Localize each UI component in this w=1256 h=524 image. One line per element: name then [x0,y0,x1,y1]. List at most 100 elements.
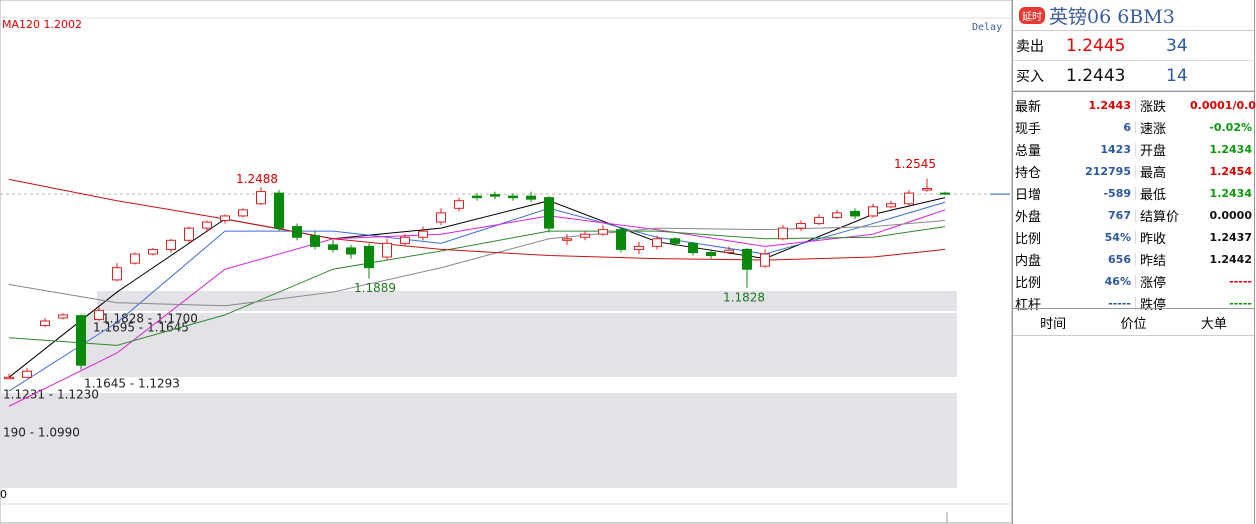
candle-body [40,320,50,327]
candle-body [670,238,680,244]
candle-body [634,245,644,250]
quote-label: 现手 [1015,121,1042,137]
quote-row: 持仓 212795 最高 1.2454 [1013,160,1254,182]
quote-label: 结算价 [1140,209,1180,225]
candle-body [688,242,698,253]
quote-value: 1.2454 [1209,164,1252,178]
candle-body [238,209,248,217]
candle-body [526,195,536,200]
candle-body [94,309,104,320]
candle-body [562,238,572,241]
quote-label: 开盘 [1140,143,1167,159]
quote-label: 涨停 [1140,275,1167,291]
candle-body [472,195,482,199]
quote-label: 最低 [1140,187,1167,203]
chart: MA120 1.2002 Delay 0 1.1828 - 1.17001.16… [0,0,1012,524]
ma-legend: MA120 1.2002 [2,18,82,31]
quote-label: 日增 [1015,187,1042,203]
col-header: 价位 [1120,316,1147,332]
corner-label: 0 [0,488,7,501]
quote-label: 最高 [1140,165,1167,181]
quote-value: 1.2443 [1063,98,1136,112]
candle-body [940,192,950,195]
quote-row: 现手 6 速涨 -0.02% [1013,116,1254,138]
candle-body [868,206,878,217]
quote-row: 总量 1423 开盘 1.2434 [1013,138,1254,160]
quote-value: ----- [1229,274,1252,288]
quote-label: 持仓 [1015,165,1042,181]
panel-title: 延时 英镑06 6BM3 [1013,0,1254,31]
candle-body [508,195,518,199]
quote-label: 比例 [1015,275,1042,291]
quote-row: 内盘 656 昨结 1.2442 [1013,248,1254,270]
candle-body [436,212,446,223]
quote-value: 6 [1063,120,1136,134]
quote-value: -0.02% [1209,120,1252,134]
quote-grid: 最新 1.2443 涨跌 0.0001/0.01% 现手 6 速涨 -0.02% 总量 1423 开… [1013,91,1256,314]
candle-body [454,200,464,209]
quote-value: 0.0000 [1209,208,1252,222]
candle-body [220,215,230,222]
quote-value: ----- [1229,296,1252,310]
candle-body [202,221,212,229]
candle-body [364,245,374,269]
candle-body [544,197,554,229]
candle-body [652,238,662,247]
extreme-label: 1.2488 [236,172,278,186]
extreme-label: 1.1828 [723,290,765,304]
candle-body [400,236,410,244]
quote-value: 1.2437 [1209,230,1252,244]
extreme-label: 1.2545 [894,157,936,171]
delay-label: Delay [972,22,1002,33]
quote-label: 速涨 [1140,121,1167,137]
candle-body [832,212,842,218]
candle-body [130,253,140,264]
buy-row: 买入 1.2443 14 [1013,61,1254,91]
quote-label: 昨收 [1140,231,1167,247]
quote-row: 外盘 767 结算价 0.0000 [1013,204,1254,226]
candle-body [346,247,356,255]
quote-label: 外盘 [1015,209,1042,225]
candle-body [184,227,194,241]
candle-body [814,216,824,225]
col-header: 大单 [1200,316,1227,332]
candle-body [310,235,320,247]
candle-body [580,233,590,238]
quote-label: 涨跌 [1140,99,1167,115]
quote-panel: 延时 英镑06 6BM3 卖出 1.2445 34 买入 1.2443 14 最… [1012,0,1256,524]
candle-body [598,229,608,235]
quote-value: -589 [1063,186,1136,200]
tick-header: 时间 价位 大单 [1013,308,1254,336]
quote-value: 656 [1063,252,1136,266]
ma-line [8,226,946,346]
candle-body [292,226,302,238]
candle-body [724,249,734,253]
sell-row: 卖出 1.2445 34 [1013,31,1254,61]
candle-body [922,188,932,191]
quote-value: 767 [1063,208,1136,222]
price-zone [97,291,957,311]
quote-value: 54% [1063,230,1136,244]
ma-line [8,201,946,392]
zone-label: 190 - 1.0990 [3,426,80,440]
candle-body [274,192,284,229]
candle-body [706,251,716,257]
candle-body [328,244,338,250]
candle-body [4,376,14,380]
candle-body [904,192,914,205]
quote-value: ----- [1063,296,1136,310]
price-zone [80,313,957,377]
candle-body [796,223,806,229]
col-header: 时间 [1040,316,1067,332]
zone-label: 1.1645 - 1.1293 [84,377,180,391]
quote-label: 昨结 [1140,253,1167,269]
quote-value: 212795 [1063,164,1136,178]
quote-value: 1.2434 [1209,186,1252,200]
candle-body [778,227,788,240]
candle-body [742,248,752,270]
candle-body [58,314,68,319]
volume: 14 [1166,65,1188,86]
quote-label: 最新 [1015,99,1042,115]
quote-label: 总量 [1015,143,1042,159]
